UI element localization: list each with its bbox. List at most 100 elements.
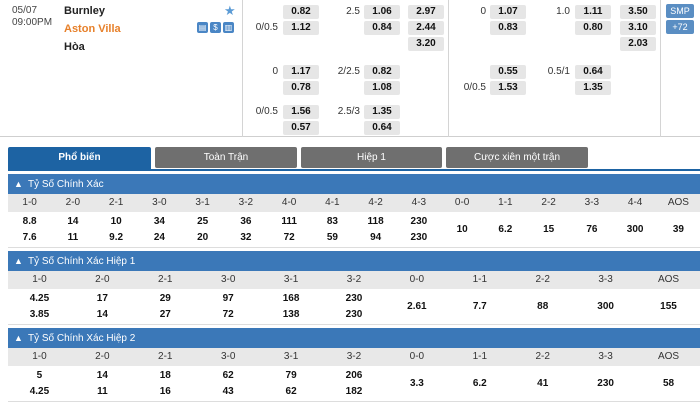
- draw-score-odds[interactable]: 15: [543, 224, 555, 235]
- odds-cell[interactable]: 0.64: [575, 65, 611, 79]
- draw-score-odds[interactable]: 7.7: [472, 301, 487, 312]
- tab-popular[interactable]: Phổ biến: [8, 147, 151, 171]
- tab-single-parlay[interactable]: Cược xiên một trận: [446, 147, 588, 168]
- odds-cell[interactable]: 1.56: [283, 105, 319, 119]
- home-score-odds[interactable]: 10: [110, 216, 122, 227]
- draw-score-odds[interactable]: 300: [626, 224, 644, 235]
- home-score-odds[interactable]: 14: [67, 216, 79, 227]
- home-score-odds[interactable]: 83: [326, 216, 338, 227]
- away-score-odds[interactable]: 62: [285, 386, 297, 397]
- draw-score-odds[interactable]: 2.61: [407, 301, 427, 312]
- home-score-odds[interactable]: 25: [197, 216, 209, 227]
- section-header[interactable]: ▲ Tỷ Số Chính Xác Hiệp 2: [8, 328, 700, 348]
- odds-cell[interactable]: 0.57: [283, 121, 319, 135]
- tab-full-time[interactable]: Toàn Trận: [155, 147, 297, 168]
- draw-score-odds[interactable]: 10: [456, 224, 468, 235]
- away-score-odds[interactable]: 11: [67, 232, 79, 243]
- home-score-odds[interactable]: 230: [345, 293, 363, 304]
- home-score-odds[interactable]: 34: [153, 216, 165, 227]
- away-score-odds[interactable]: 72: [283, 232, 295, 243]
- home-score-odds[interactable]: 230: [410, 216, 428, 227]
- odds-cell[interactable]: 2.44: [408, 21, 444, 35]
- home-score-odds[interactable]: 79: [285, 370, 297, 381]
- away-score-odds[interactable]: 230: [345, 309, 363, 320]
- draw-score-odds[interactable]: 230: [597, 378, 614, 389]
- away-score-odds[interactable]: 32: [240, 232, 252, 243]
- home-score-odds[interactable]: 168: [282, 293, 300, 304]
- away-score-odds[interactable]: 59: [326, 232, 338, 243]
- stats-icon[interactable]: $: [210, 22, 221, 33]
- away-score-odds[interactable]: 9.2: [109, 232, 124, 243]
- odds-cell[interactable]: 0.84: [364, 21, 400, 35]
- collapse-chevron-icon[interactable]: ▲: [14, 179, 23, 189]
- home-score-odds[interactable]: 8.8: [22, 216, 37, 227]
- away-score-odds[interactable]: 43: [222, 386, 234, 397]
- away-score-odds[interactable]: 27: [159, 309, 171, 320]
- away-score-odds[interactable]: 138: [282, 309, 300, 320]
- away-score-odds[interactable]: 16: [159, 386, 171, 397]
- home-score-odds[interactable]: 62: [222, 370, 234, 381]
- home-score-odds[interactable]: 29: [159, 293, 171, 304]
- home-score-odds[interactable]: 14: [96, 370, 108, 381]
- draw-score-odds[interactable]: 41: [537, 378, 549, 389]
- odds-cell[interactable]: 1.07: [490, 5, 526, 19]
- odds-cell[interactable]: 1.12: [283, 21, 319, 35]
- odds-cell[interactable]: 0.80: [575, 21, 611, 35]
- odds-cell[interactable]: 2.97: [408, 5, 444, 19]
- home-score-odds[interactable]: 118: [367, 216, 384, 227]
- draw-score-odds[interactable]: 6.2: [498, 224, 513, 235]
- odds-cell[interactable]: 3.20: [408, 37, 444, 51]
- draw-score-odds[interactable]: 58: [662, 378, 675, 389]
- odds-cell[interactable]: 0.82: [364, 65, 400, 79]
- odds-cell[interactable]: 3.50: [620, 5, 656, 19]
- section-header[interactable]: ▲ Tỷ Số Chính Xác Hiệp 1: [8, 251, 700, 271]
- draw-score-odds[interactable]: 3.3: [409, 378, 424, 389]
- odds-cell[interactable]: 0.78: [283, 81, 319, 95]
- away-score-odds[interactable]: 72: [222, 309, 234, 320]
- away-score-odds[interactable]: 182: [345, 386, 363, 397]
- odds-cell[interactable]: 1.17: [283, 65, 319, 79]
- away-score-odds[interactable]: 7.6: [22, 232, 37, 243]
- odds-cell[interactable]: 0.82: [283, 5, 319, 19]
- home-score-odds[interactable]: 5: [36, 370, 43, 381]
- odds-cell[interactable]: 0.64: [364, 121, 400, 135]
- home-score-odds[interactable]: 18: [159, 370, 171, 381]
- live-stream-icon[interactable]: ▤: [197, 22, 208, 33]
- away-score-odds[interactable]: 4.25: [29, 386, 50, 397]
- tab-first-half[interactable]: Hiệp 1: [301, 147, 442, 168]
- away-score-odds[interactable]: 94: [370, 232, 382, 243]
- home-score-odds[interactable]: 4.25: [29, 293, 50, 304]
- draw-score-odds[interactable]: 300: [597, 301, 614, 312]
- odds-cell[interactable]: 2.03: [620, 37, 656, 51]
- chart-icon[interactable]: ▥: [223, 22, 234, 33]
- home-score-odds[interactable]: 97: [222, 293, 234, 304]
- draw-score-odds[interactable]: 88: [537, 301, 549, 312]
- home-score-odds[interactable]: 206: [345, 370, 363, 381]
- more-markets-button[interactable]: +72: [666, 20, 694, 34]
- home-score-odds[interactable]: 36: [240, 216, 252, 227]
- favorite-star-icon[interactable]: ★: [224, 3, 236, 18]
- odds-cell[interactable]: 1.11: [575, 5, 611, 19]
- odds-cell[interactable]: 1.53: [490, 81, 526, 95]
- away-score-odds[interactable]: 3.85: [29, 309, 50, 320]
- draw-score-odds[interactable]: 6.2: [472, 378, 487, 389]
- away-team[interactable]: Aston Villa: [64, 23, 121, 35]
- collapse-chevron-icon[interactable]: ▲: [14, 256, 23, 266]
- odds-cell[interactable]: 3.10: [620, 21, 656, 35]
- home-team[interactable]: Burnley: [64, 5, 105, 17]
- draw-score-odds[interactable]: 39: [672, 224, 684, 235]
- odds-cell[interactable]: 1.06: [364, 5, 400, 19]
- home-score-odds[interactable]: 17: [96, 293, 108, 304]
- odds-cell[interactable]: 1.35: [364, 105, 400, 119]
- away-score-odds[interactable]: 230: [410, 232, 428, 243]
- odds-cell[interactable]: 1.35: [575, 81, 611, 95]
- odds-cell[interactable]: 1.08: [364, 81, 400, 95]
- away-score-odds[interactable]: 11: [97, 386, 108, 397]
- away-score-odds[interactable]: 20: [197, 232, 209, 243]
- odds-cell[interactable]: 0.55: [490, 65, 526, 79]
- section-header[interactable]: ▲ Tỷ Số Chính Xác: [8, 174, 700, 194]
- smp-button[interactable]: SMP: [666, 4, 694, 18]
- draw-score-odds[interactable]: 76: [586, 224, 598, 235]
- away-score-odds[interactable]: 14: [96, 309, 108, 320]
- collapse-chevron-icon[interactable]: ▲: [14, 333, 23, 343]
